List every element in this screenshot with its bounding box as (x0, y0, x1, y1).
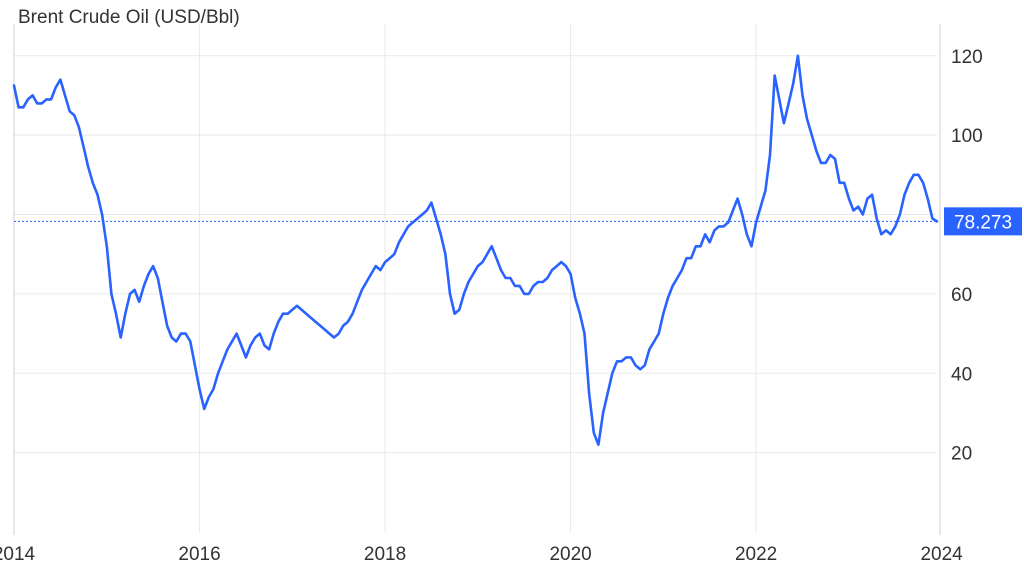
x-tick-label: 2020 (549, 544, 591, 565)
y-tick-label: 120 (951, 47, 983, 68)
series-layer (12, 54, 939, 446)
grid-lines (13, 24, 937, 532)
series-line (12, 54, 939, 446)
tick-labels: 20406080100120201420162018202020222024 (0, 47, 983, 565)
y-tick-label: 40 (951, 364, 972, 385)
x-tick-label: 2014 (0, 544, 36, 565)
chart-title: Brent Crude Oil (USD/Bbl) (18, 7, 240, 28)
x-tick-label: 2024 (920, 544, 963, 565)
axes (13, 24, 941, 535)
last-value-label: 78.273 (954, 212, 1012, 233)
y-tick-label: 20 (951, 444, 972, 465)
last-value-marker: 78.273 (14, 207, 1022, 236)
y-tick-label: 100 (951, 126, 983, 147)
x-tick-label: 2016 (178, 544, 220, 565)
last-value-badge (944, 207, 1022, 236)
y-tick-label: 60 (951, 285, 972, 306)
x-tick-label: 2018 (364, 544, 406, 565)
x-tick-label: 2022 (735, 544, 777, 565)
